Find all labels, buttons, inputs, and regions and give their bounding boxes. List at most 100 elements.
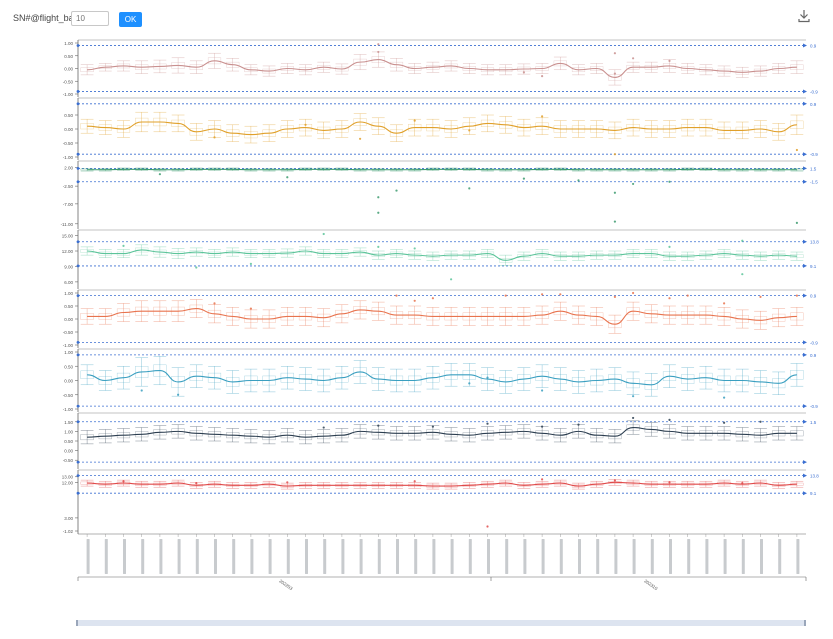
y-tick-label: 13.00 <box>62 475 74 480</box>
outlier-point <box>522 177 526 180</box>
x-tick-label-text <box>195 539 199 574</box>
box <box>371 122 385 130</box>
x-tick-label-text <box>760 539 763 574</box>
y-tick-label: 2.00 <box>64 166 73 171</box>
upper-limit-marker <box>76 44 80 47</box>
x-tick-label <box>614 539 618 574</box>
outlier-point <box>140 389 143 392</box>
upper-limit-arrow <box>803 293 807 298</box>
outlier-point <box>377 211 380 214</box>
panel-1: 1.00 0.50 0.00 -0.50 -1.00 0.9 -0.9 <box>63 39 818 97</box>
outlier-point <box>613 479 617 482</box>
box <box>353 58 367 66</box>
x-tick-label <box>559 539 563 574</box>
outlier-point <box>377 50 380 54</box>
box <box>662 371 677 381</box>
lower-limit-marker <box>76 491 80 495</box>
x-tick-label <box>778 539 782 574</box>
group-label: 202203 <box>278 578 294 591</box>
box <box>353 367 367 377</box>
upper-limit-label: 1.5 <box>810 420 817 425</box>
box <box>389 129 404 137</box>
zoom-handle-left[interactable] <box>76 620 78 626</box>
x-tick-label-text <box>86 539 90 574</box>
x-tick-label <box>669 539 672 574</box>
lower-limit-marker <box>76 341 80 344</box>
box <box>80 67 94 73</box>
x-tick-label <box>687 539 691 574</box>
outlier-point <box>741 482 744 485</box>
x-tick-label-text <box>214 539 217 574</box>
outlier-point <box>377 424 380 427</box>
x-tick-label <box>468 539 472 574</box>
outlier-point <box>377 196 380 199</box>
lower-limit-label: -1.5 <box>810 180 818 185</box>
outlier-point <box>741 239 744 242</box>
outlier-point <box>759 420 762 423</box>
x-tick-label <box>596 539 600 574</box>
lower-limit-arrow <box>803 179 807 184</box>
x-tick-label <box>104 539 108 574</box>
x-tick-label <box>741 539 745 574</box>
outlier-point <box>413 480 416 483</box>
outlier-point <box>431 297 434 300</box>
outlier-point <box>413 119 416 122</box>
x-tick-label <box>450 539 454 574</box>
upper-limit-arrow <box>803 473 807 478</box>
y-tick-label: 9.00 <box>64 264 73 269</box>
x-tick-label <box>505 539 509 574</box>
box <box>189 304 203 313</box>
box <box>226 61 240 68</box>
upper-limit-marker <box>76 240 80 244</box>
box <box>207 125 222 133</box>
data-zoom-slider[interactable] <box>76 620 806 626</box>
box <box>535 251 549 256</box>
x-tick-label-text <box>541 539 545 574</box>
ok-button[interactable]: OK <box>119 12 142 27</box>
x-tick-label-text <box>505 539 509 574</box>
outlier-point <box>541 293 544 296</box>
x-tick-label <box>632 539 636 574</box>
box <box>626 307 640 316</box>
lower-limit-arrow <box>803 491 807 496</box>
y-tick-label: 1.00 <box>64 41 73 46</box>
upper-limit-arrow <box>803 239 807 244</box>
box <box>608 320 622 329</box>
outlier-point <box>668 59 671 62</box>
lower-limit-label: -0.9 <box>810 340 818 345</box>
x-tick-label-text <box>596 539 600 574</box>
y-tick-label: 12.00 <box>62 249 74 254</box>
box <box>553 307 567 316</box>
x-tick-label <box>705 539 709 574</box>
lower-limit-arrow <box>803 340 807 345</box>
x-tick-label <box>650 539 654 574</box>
box <box>207 57 222 65</box>
filter-input[interactable] <box>71 11 109 26</box>
x-tick-label <box>214 539 217 574</box>
box <box>389 61 404 68</box>
lower-limit-marker <box>76 180 80 184</box>
mean-line <box>87 481 797 487</box>
upper-limit-label: 13.8 <box>810 240 819 245</box>
y-tick-label: -1.00 <box>63 343 74 348</box>
y-tick-label: 0.00 <box>64 449 73 454</box>
outlier-point <box>486 376 489 379</box>
outlier-point <box>249 307 252 310</box>
outlier-point <box>413 299 416 302</box>
y-tick-label: -0.50 <box>63 79 74 84</box>
upper-limit-marker <box>76 294 80 297</box>
x-tick-label <box>523 539 527 574</box>
outlier-point <box>322 232 325 236</box>
x-tick-label <box>86 539 90 574</box>
panel-4: 15.00 12.00 9.00 6.00 13.8 9.1 <box>62 229 819 289</box>
lower-limit-arrow <box>803 460 807 465</box>
outlier-point <box>504 294 507 297</box>
x-tick-label <box>541 539 545 574</box>
zoom-handle-right[interactable] <box>804 620 806 626</box>
download-icon[interactable] <box>797 9 811 23</box>
outlier-point <box>795 221 799 224</box>
mean-line <box>87 426 797 438</box>
lower-limit-arrow <box>803 263 807 268</box>
outlier-point <box>613 52 617 55</box>
upper-limit-marker <box>76 102 80 106</box>
